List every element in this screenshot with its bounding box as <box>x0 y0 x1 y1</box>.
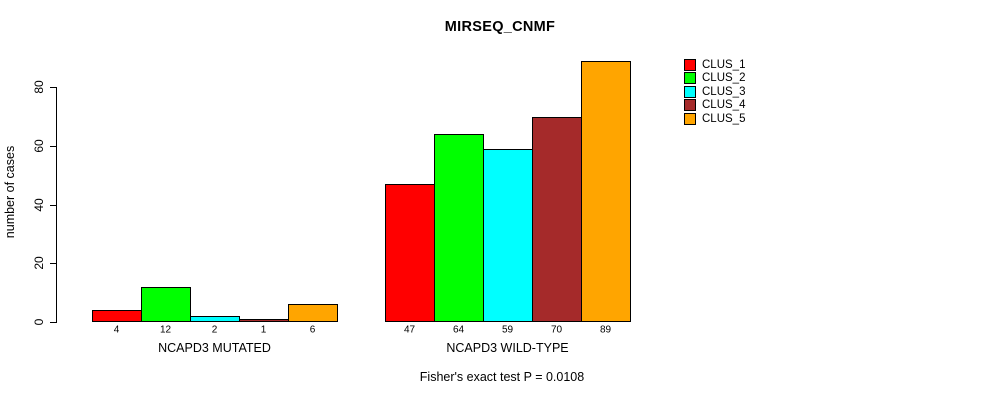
bar-value-label: 1 <box>260 324 267 336</box>
legend-label: CLUS_5 <box>702 112 746 125</box>
y-axis-tick-label: 40 <box>32 197 46 212</box>
bar-value-label: 47 <box>403 324 416 336</box>
bar-clus_1-wild-type <box>385 184 435 322</box>
legend-swatch-clus_4 <box>684 99 696 112</box>
y-axis <box>56 87 57 323</box>
legend-swatch-clus_2 <box>684 72 696 85</box>
bar-clus_4-mutated <box>239 319 289 322</box>
y-axis-tick-label: 60 <box>32 139 46 153</box>
chart-title: MIRSEQ_CNMF <box>444 19 556 35</box>
bar-value-label: 64 <box>452 324 465 336</box>
bar-value-label: 6 <box>309 324 316 336</box>
x-group-label: NCAPD3 MUTATED <box>158 341 271 355</box>
bar-value-label: 89 <box>599 324 612 336</box>
y-axis-tick <box>50 322 56 323</box>
bar-value-label: 70 <box>550 324 563 336</box>
bar-clus_4-wild-type <box>532 117 582 322</box>
y-axis-tick <box>50 145 56 147</box>
legend-label: CLUS_2 <box>702 72 746 85</box>
bar-clus_1-mutated <box>92 310 142 322</box>
legend-label: CLUS_4 <box>702 99 746 112</box>
y-axis-tick-label: 0 <box>32 318 46 326</box>
y-axis-tick <box>50 263 56 265</box>
legend-label: CLUS_1 <box>702 59 746 71</box>
legend-swatch-clus_1 <box>684 59 696 71</box>
bar-value-label: 2 <box>211 324 218 336</box>
legend-swatch-clus_3 <box>684 85 696 98</box>
bar-clus_5-wild-type <box>581 61 631 322</box>
legend-item: CLUS_1 <box>684 59 745 71</box>
y-axis-tick-label: 20 <box>32 256 46 270</box>
legend-item: CLUS_5 <box>684 112 746 125</box>
bar-clus_2-wild-type <box>434 134 484 322</box>
fisher-test-annotation: Fisher's exact test P = 0.0108 <box>419 370 585 384</box>
bar-clus_5-mutated <box>288 304 338 322</box>
y-axis-tick <box>50 87 56 89</box>
legend-item: CLUS_4 <box>684 99 746 112</box>
y-axis-tick-label: 80 <box>32 80 46 94</box>
bar-clus_3-wild-type <box>483 149 533 322</box>
bar-value-label: 4 <box>113 324 120 336</box>
legend-swatch-clus_5 <box>684 112 696 125</box>
y-axis-label: number of cases <box>3 145 17 239</box>
legend-item: CLUS_2 <box>684 72 746 85</box>
bar-clus_3-mutated <box>190 316 240 322</box>
legend-label: CLUS_3 <box>702 85 746 98</box>
bar-clus_2-mutated <box>141 287 191 322</box>
y-axis-tick <box>50 204 56 206</box>
bar-value-label: 59 <box>501 324 514 336</box>
legend-item: CLUS_3 <box>684 85 746 98</box>
x-group-label: NCAPD3 WILD-TYPE <box>446 341 569 355</box>
bar-value-label: 12 <box>159 324 172 336</box>
